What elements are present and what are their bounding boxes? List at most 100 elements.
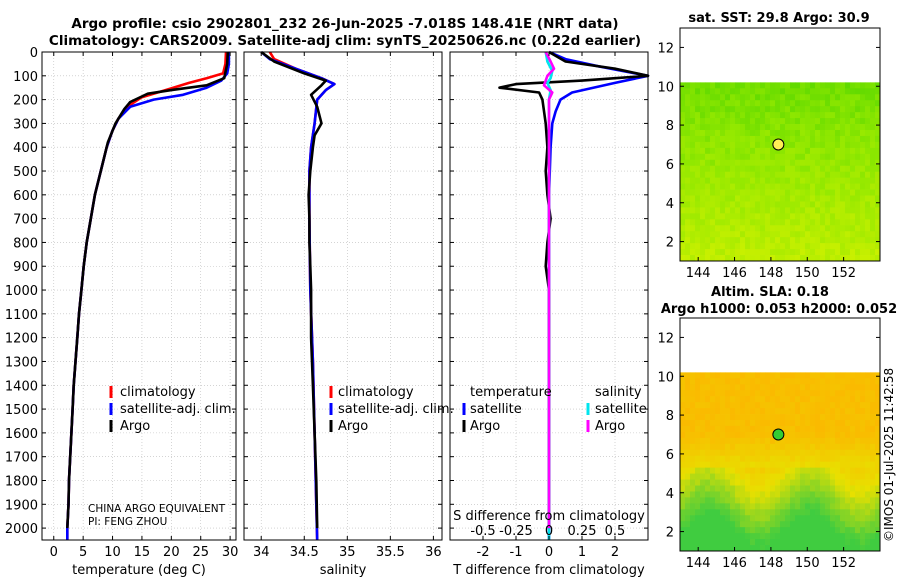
heatmap-cell xyxy=(695,521,701,528)
heatmap-cell xyxy=(745,372,751,379)
heatmap-cell xyxy=(840,82,846,89)
heatmap-cell xyxy=(835,130,841,137)
heatmap-cell xyxy=(765,378,771,385)
heatmap-cell xyxy=(835,491,841,498)
lat-tick-label: 6 xyxy=(666,158,674,173)
heatmap-cell xyxy=(770,527,776,534)
heatmap-cell xyxy=(760,189,766,196)
heatmap-cell xyxy=(780,461,786,469)
heatmap-cell xyxy=(820,231,826,238)
heatmap-cell xyxy=(775,437,781,445)
heatmap-cell xyxy=(755,479,761,486)
heatmap-cell xyxy=(875,533,881,540)
heatmap-cell xyxy=(725,455,731,463)
heatmap-cell xyxy=(705,171,711,179)
heatmap-cell xyxy=(720,396,726,403)
heatmap-cell xyxy=(825,213,831,220)
heatmap-cell xyxy=(740,207,746,214)
heatmap-cell xyxy=(855,124,861,131)
heatmap-cell xyxy=(760,503,766,510)
heatmap-cell xyxy=(825,106,831,113)
heatmap-cell xyxy=(750,491,756,498)
heatmap-cell xyxy=(830,443,836,451)
heatmap-cell xyxy=(760,135,766,143)
heatmap-cell xyxy=(825,165,831,173)
heatmap-cell xyxy=(730,533,736,540)
heatmap-cell xyxy=(840,491,846,498)
heatmap-cell xyxy=(830,455,836,463)
heatmap-cell xyxy=(765,135,771,143)
heatmap-cell xyxy=(715,485,721,492)
heatmap-cell xyxy=(680,94,686,101)
heatmap-cell xyxy=(830,213,836,220)
heatmap-cell xyxy=(775,467,781,474)
heatmap-cell xyxy=(775,106,781,113)
heatmap-cell xyxy=(780,231,786,238)
heatmap-cell xyxy=(685,479,691,486)
heatmap-cell xyxy=(860,171,866,179)
heatmap-cell xyxy=(740,425,746,433)
heatmap-cell xyxy=(820,533,826,540)
heatmap-cell xyxy=(680,420,686,427)
heatmap-cell xyxy=(870,207,876,214)
heatmap-cell xyxy=(690,106,696,113)
heatmap-cell xyxy=(875,237,881,244)
heatmap-cell xyxy=(745,147,751,155)
heatmap-cell xyxy=(695,82,701,89)
heatmap-cell xyxy=(825,124,831,131)
heatmap-cell xyxy=(830,479,836,486)
heatmap-cell xyxy=(705,153,711,161)
heatmap-cell xyxy=(725,237,731,244)
heatmap-cell xyxy=(830,82,836,89)
heatmap-cell xyxy=(755,384,761,391)
heatmap-cell xyxy=(785,396,791,403)
heatmap-cell xyxy=(850,243,856,250)
x-tick-label: 20 xyxy=(163,545,180,560)
heatmap-cell xyxy=(765,237,771,244)
heatmap-cell xyxy=(775,255,781,262)
y-tick-label: 1100 xyxy=(5,308,38,323)
heatmap-cell xyxy=(820,112,826,119)
heatmap-cell xyxy=(735,201,741,208)
heatmap-cell xyxy=(830,100,836,107)
heatmap-cell xyxy=(825,231,831,238)
heatmap-cell xyxy=(765,147,771,155)
heatmap-cell xyxy=(805,521,811,528)
heatmap-cell xyxy=(705,515,711,522)
heatmap-cell xyxy=(680,100,686,107)
heatmap-cell xyxy=(830,491,836,498)
heatmap-cell xyxy=(695,449,701,457)
heatmap-cell xyxy=(680,249,686,256)
heatmap-cell xyxy=(785,443,791,451)
heatmap-cell xyxy=(835,449,841,457)
heatmap-cell xyxy=(745,159,751,167)
heatmap-cell xyxy=(805,479,811,486)
heatmap-cell xyxy=(720,165,726,173)
heatmap-cell xyxy=(740,497,746,504)
heatmap-cell xyxy=(825,249,831,256)
heatmap-cell xyxy=(685,201,691,208)
heatmap-cell xyxy=(700,141,706,149)
heatmap-cell xyxy=(715,539,721,546)
heatmap-cell xyxy=(810,183,816,190)
heatmap-cell xyxy=(850,189,856,196)
heatmap-cell xyxy=(825,521,831,528)
heatmap-cell xyxy=(725,372,731,379)
heatmap-cell xyxy=(770,94,776,101)
heatmap-cell xyxy=(815,243,821,250)
heatmap-cell xyxy=(745,183,751,190)
heatmap-cell xyxy=(715,473,721,480)
heatmap-cell xyxy=(685,449,691,457)
heatmap-cell xyxy=(815,449,821,457)
heatmap-cell xyxy=(705,420,711,427)
heatmap-cell xyxy=(835,402,841,409)
heatmap-cell xyxy=(695,183,701,190)
heatmap-cell xyxy=(780,443,786,451)
heatmap-cell xyxy=(840,243,846,250)
heatmap-cell xyxy=(685,195,691,202)
heatmap-cell xyxy=(875,94,881,101)
heatmap-cell xyxy=(735,420,741,427)
heatmap-cell xyxy=(765,545,771,552)
heatmap-cell xyxy=(735,159,741,167)
heatmap-cell xyxy=(775,539,781,546)
